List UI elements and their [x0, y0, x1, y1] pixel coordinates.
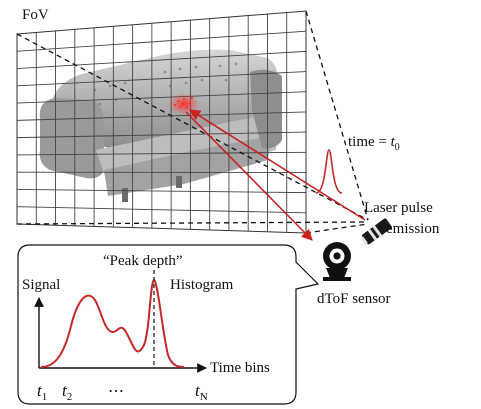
histogram-callout-bubble	[17, 244, 320, 405]
grid-line-horizontal	[17, 91, 306, 104]
laser-label: Laser pulse	[364, 200, 433, 216]
ellipsis-label: ⋯	[108, 383, 124, 400]
grid-line-horizontal	[17, 30, 306, 52]
peak-depth-label: “Peak depth”	[103, 253, 183, 269]
t1-label: t1	[37, 381, 47, 403]
emitted-ray	[189, 109, 366, 221]
histogram-curve	[40, 278, 185, 368]
tn-label: tN	[195, 381, 208, 403]
histogram-label: Histogram	[170, 277, 234, 293]
signal-label: Signal	[22, 277, 60, 293]
laser-spot	[168, 93, 200, 115]
grid-line-horizontal	[17, 131, 306, 139]
time-label: time = t0	[348, 134, 400, 153]
fov-label: FoV	[22, 7, 49, 23]
time-bins-label: Time bins	[210, 360, 270, 376]
webcam-sensor-icon	[323, 242, 351, 281]
laser-emitter-icon	[360, 218, 392, 245]
fov-grid	[17, 12, 306, 233]
emitted-pulse-curve	[315, 149, 343, 194]
grid-line-horizontal	[17, 50, 306, 69]
sofa-photo	[39, 49, 282, 202]
grid-line-horizontal	[17, 206, 306, 214]
reflected-ray	[185, 111, 313, 241]
grid-line-horizontal	[17, 111, 306, 121]
grid-line-horizontal	[17, 71, 306, 87]
sensor-label: dToF sensor	[317, 291, 391, 307]
grid-line-horizontal	[17, 189, 306, 194]
laser-label-line2: emission	[386, 221, 440, 237]
t2-label: t2	[62, 381, 72, 403]
field-of-view-lines	[16, 10, 369, 234]
